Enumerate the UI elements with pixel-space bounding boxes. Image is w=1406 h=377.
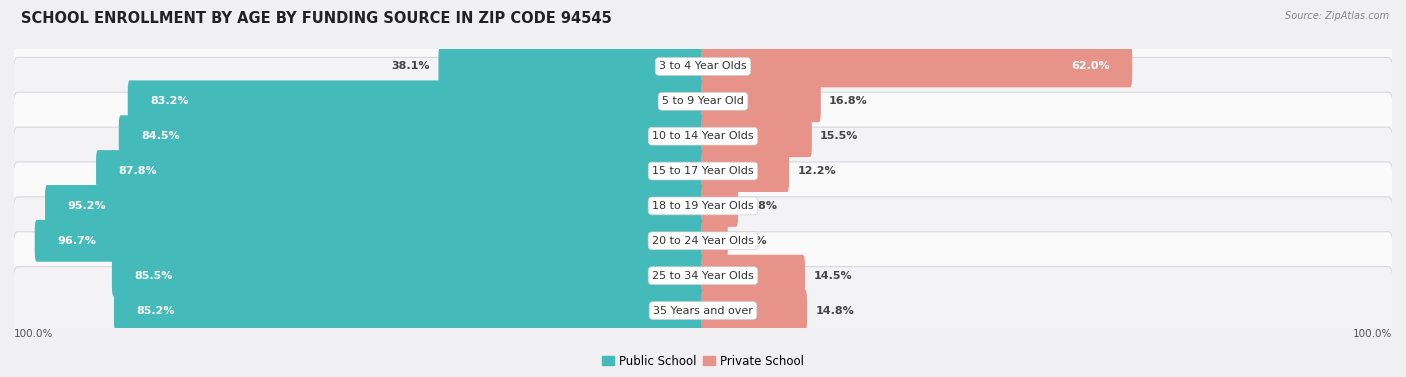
Text: 100.0%: 100.0% <box>14 329 53 339</box>
Text: 3 to 4 Year Olds: 3 to 4 Year Olds <box>659 61 747 72</box>
FancyBboxPatch shape <box>35 220 704 262</box>
Text: 85.2%: 85.2% <box>136 305 176 316</box>
FancyBboxPatch shape <box>13 57 1393 145</box>
Text: 14.8%: 14.8% <box>815 305 853 316</box>
FancyBboxPatch shape <box>439 46 704 87</box>
Legend: Public School, Private School: Public School, Private School <box>598 350 808 372</box>
FancyBboxPatch shape <box>702 185 738 227</box>
FancyBboxPatch shape <box>702 115 811 157</box>
FancyBboxPatch shape <box>702 255 806 297</box>
Text: 5 to 9 Year Old: 5 to 9 Year Old <box>662 96 744 106</box>
FancyBboxPatch shape <box>13 232 1393 320</box>
Text: Source: ZipAtlas.com: Source: ZipAtlas.com <box>1285 11 1389 21</box>
Text: 18 to 19 Year Olds: 18 to 19 Year Olds <box>652 201 754 211</box>
Text: 95.2%: 95.2% <box>67 201 107 211</box>
FancyBboxPatch shape <box>13 23 1393 110</box>
Text: 4.8%: 4.8% <box>747 201 778 211</box>
FancyBboxPatch shape <box>45 185 704 227</box>
FancyBboxPatch shape <box>702 46 1132 87</box>
FancyBboxPatch shape <box>114 290 704 331</box>
FancyBboxPatch shape <box>96 150 704 192</box>
FancyBboxPatch shape <box>702 80 821 122</box>
Text: 25 to 34 Year Olds: 25 to 34 Year Olds <box>652 271 754 281</box>
Text: 35 Years and over: 35 Years and over <box>652 305 754 316</box>
Text: 96.7%: 96.7% <box>58 236 97 246</box>
Text: 16.8%: 16.8% <box>830 96 868 106</box>
Text: SCHOOL ENROLLMENT BY AGE BY FUNDING SOURCE IN ZIP CODE 94545: SCHOOL ENROLLMENT BY AGE BY FUNDING SOUR… <box>21 11 612 26</box>
Text: 83.2%: 83.2% <box>150 96 188 106</box>
FancyBboxPatch shape <box>118 115 704 157</box>
FancyBboxPatch shape <box>702 290 807 331</box>
Text: 20 to 24 Year Olds: 20 to 24 Year Olds <box>652 236 754 246</box>
Text: 100.0%: 100.0% <box>1353 329 1392 339</box>
Text: 84.5%: 84.5% <box>142 131 180 141</box>
Text: 85.5%: 85.5% <box>135 271 173 281</box>
Text: 12.2%: 12.2% <box>797 166 837 176</box>
Text: 10 to 14 Year Olds: 10 to 14 Year Olds <box>652 131 754 141</box>
FancyBboxPatch shape <box>13 267 1393 354</box>
Text: 62.0%: 62.0% <box>1071 61 1109 72</box>
FancyBboxPatch shape <box>13 197 1393 285</box>
FancyBboxPatch shape <box>702 220 728 262</box>
Text: 15 to 17 Year Olds: 15 to 17 Year Olds <box>652 166 754 176</box>
FancyBboxPatch shape <box>128 80 704 122</box>
FancyBboxPatch shape <box>13 92 1393 180</box>
FancyBboxPatch shape <box>13 162 1393 250</box>
Text: 15.5%: 15.5% <box>820 131 859 141</box>
FancyBboxPatch shape <box>112 255 704 297</box>
Text: 38.1%: 38.1% <box>392 61 430 72</box>
Text: 87.8%: 87.8% <box>118 166 157 176</box>
FancyBboxPatch shape <box>13 127 1393 215</box>
Text: 3.3%: 3.3% <box>737 236 766 246</box>
Text: 14.5%: 14.5% <box>813 271 852 281</box>
FancyBboxPatch shape <box>702 150 789 192</box>
